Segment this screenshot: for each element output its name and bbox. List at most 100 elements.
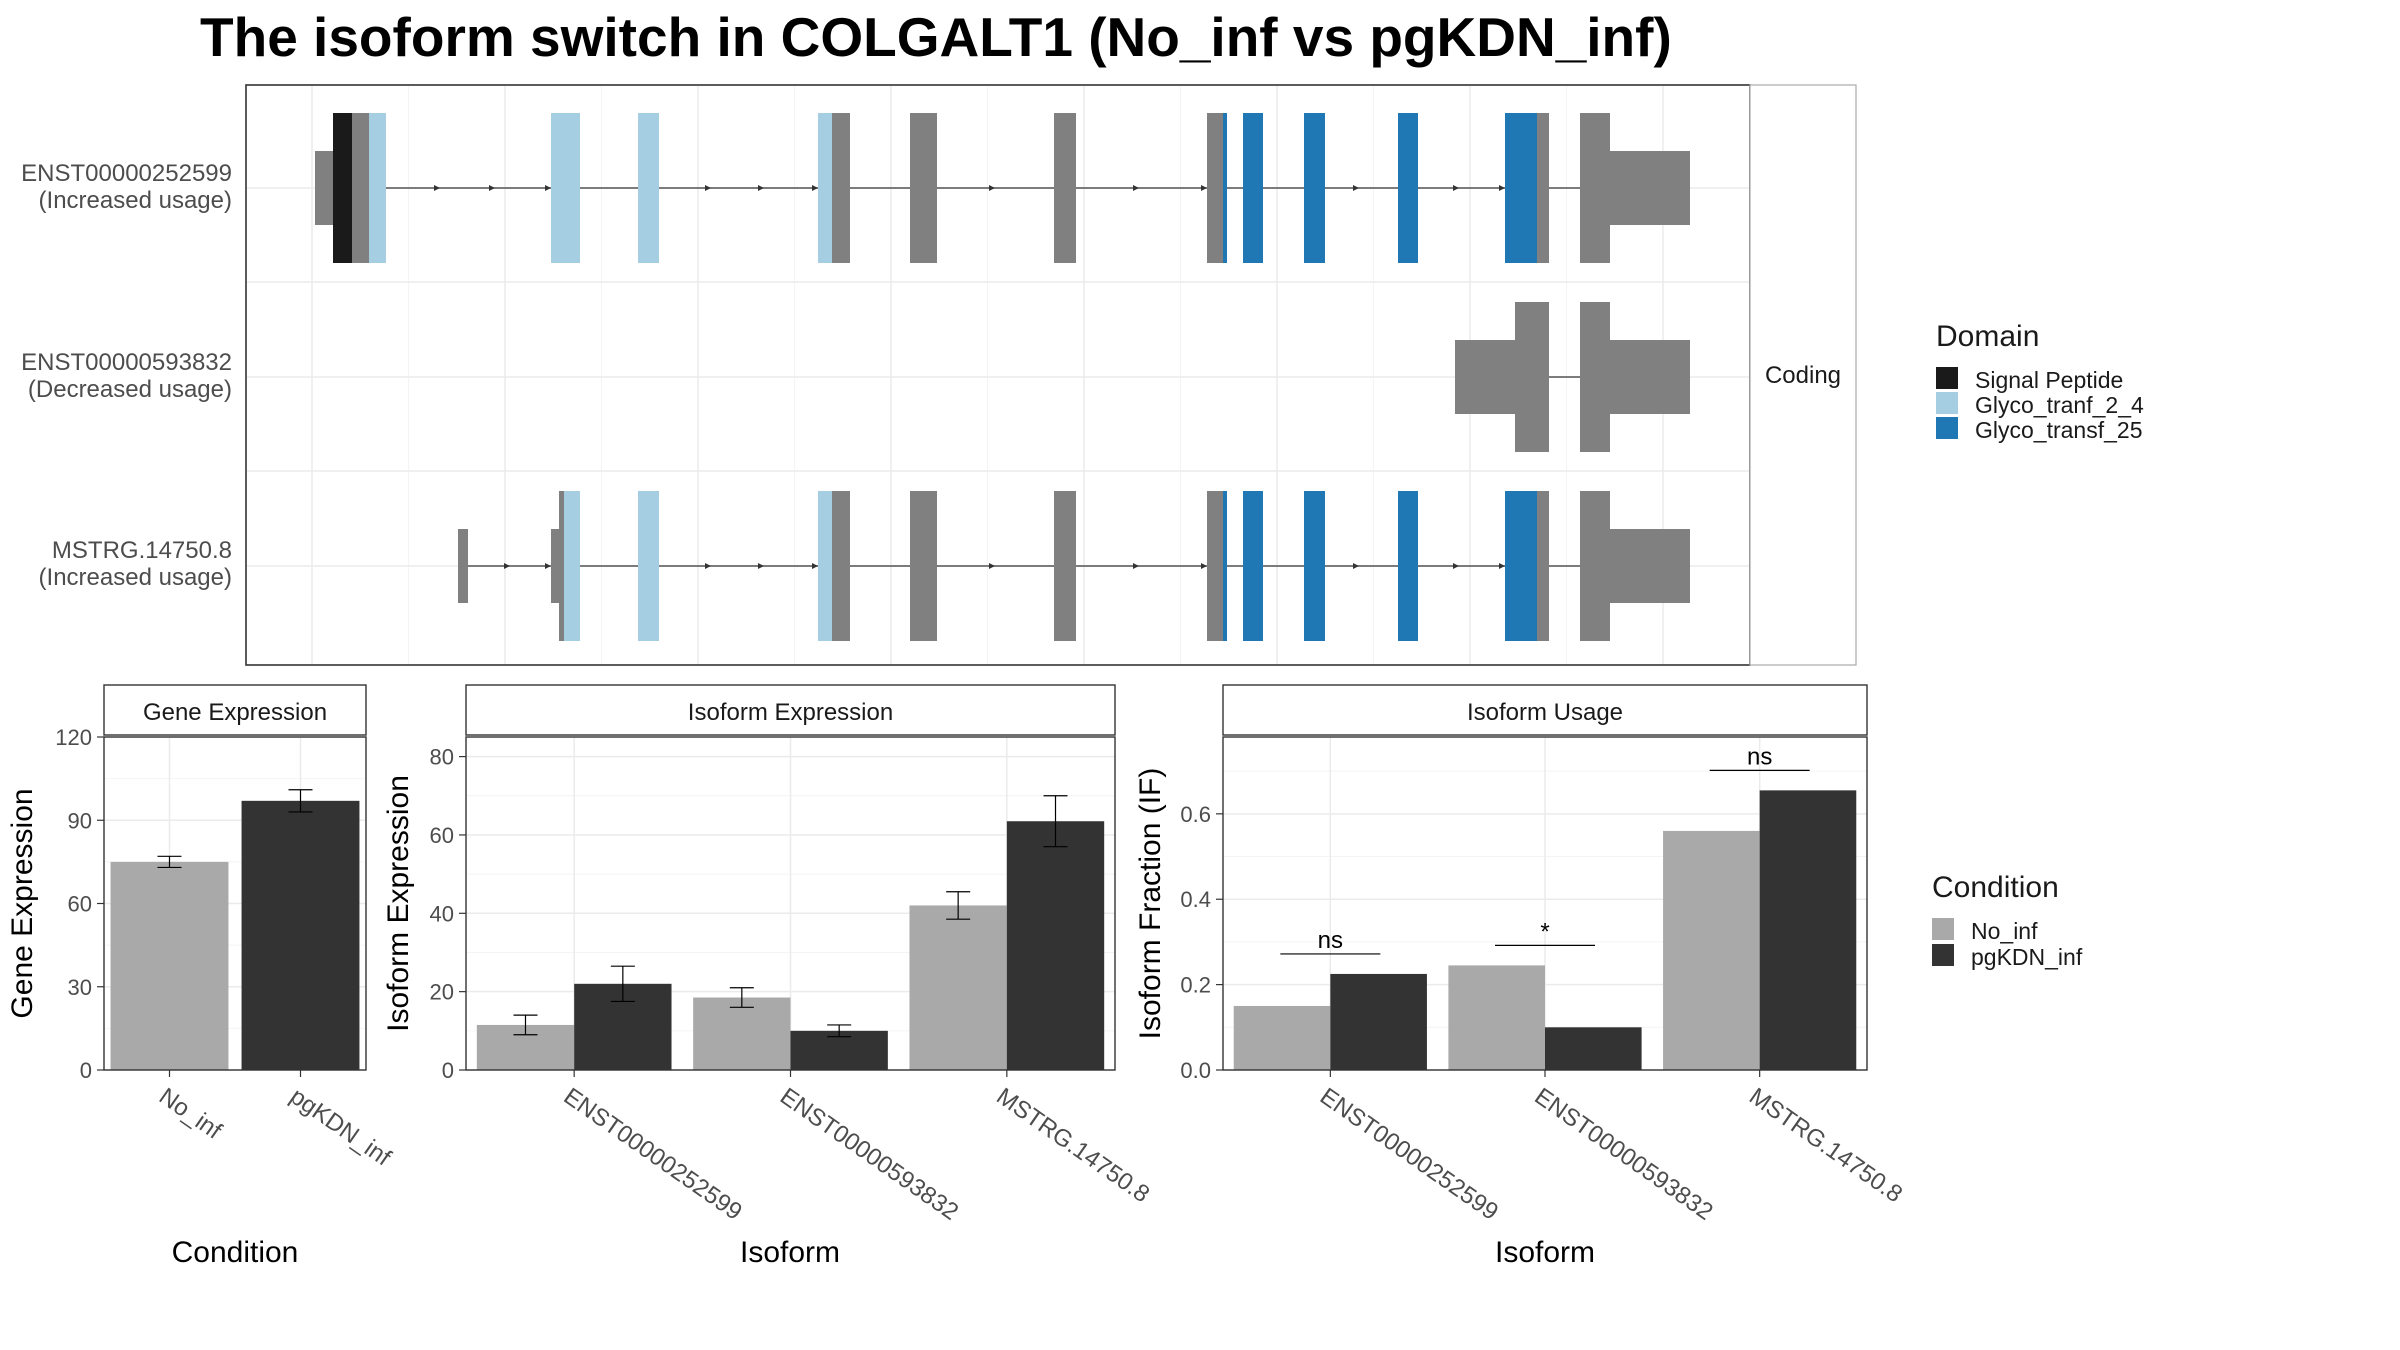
strand-arrow bbox=[989, 185, 995, 191]
strand-arrow bbox=[758, 185, 764, 191]
strip-label: Isoform Expression bbox=[688, 699, 893, 726]
exon-block bbox=[638, 491, 659, 641]
exon-block bbox=[369, 113, 386, 263]
exon-block bbox=[1243, 491, 1263, 641]
plot-area bbox=[465, 736, 1116, 1071]
significance-marker: ns bbox=[1280, 927, 1381, 955]
exon-block bbox=[352, 113, 369, 263]
bar bbox=[1545, 1027, 1642, 1070]
chart-panel: Isoform Expression 0 20 40 60 80 ENST000002525… bbox=[382, 684, 1154, 1269]
strand-arrow bbox=[705, 185, 711, 191]
bar bbox=[693, 997, 791, 1070]
chart-panel: Gene Expression 0 30 60 90 120 No_inf pgKDN_inf… bbox=[6, 684, 396, 1269]
strand-arrow bbox=[1133, 185, 1139, 191]
isoform-label-status: (Decreased usage) bbox=[28, 376, 232, 403]
strand-arrow bbox=[434, 185, 440, 191]
error-bar bbox=[1043, 795, 1068, 848]
structure-shapes bbox=[315, 113, 1690, 641]
isoform-label-id: ENST00000593832 bbox=[21, 349, 232, 376]
exon-block bbox=[1304, 113, 1325, 263]
y-tick-label: 0 bbox=[442, 1058, 454, 1083]
exon-block bbox=[1580, 302, 1610, 452]
significance-marker: * bbox=[1495, 918, 1595, 947]
exon-block bbox=[832, 113, 850, 263]
bar bbox=[1233, 1005, 1331, 1070]
strip-box bbox=[1222, 684, 1868, 736]
exon-block bbox=[1580, 491, 1610, 641]
domain-legend-swatch bbox=[1936, 392, 1958, 414]
y-tick-label: 30 bbox=[68, 975, 92, 1000]
x-tick-label: MSTRG.14750.8 bbox=[991, 1083, 1154, 1208]
isoform-label-id: ENST00000252599 bbox=[21, 160, 232, 187]
facet-strip bbox=[1749, 84, 1857, 666]
exon-block bbox=[1207, 491, 1223, 641]
plot-area bbox=[103, 736, 367, 1071]
isoform-label-id: MSTRG.14750.8 bbox=[52, 537, 232, 564]
y-tick-label: 80 bbox=[430, 745, 454, 770]
y-tick-label: 90 bbox=[68, 808, 92, 833]
condition-legend-title: Condition bbox=[1932, 871, 2059, 904]
condition-legend-swatch bbox=[1932, 918, 1954, 940]
strand-arrow bbox=[489, 185, 495, 191]
x-tick-label: ENST00000593832 bbox=[775, 1083, 963, 1226]
significance-label: ns bbox=[1318, 927, 1343, 954]
domain-legend-swatch bbox=[1936, 417, 1958, 439]
strand-arrow bbox=[1133, 563, 1139, 569]
y-tick-label: 40 bbox=[430, 901, 454, 926]
domain-legend: Domain Signal Peptide Glyco_tranf_2_4 Gl… bbox=[1936, 320, 2144, 443]
x-tick-label: ENST00000252599 bbox=[1315, 1083, 1503, 1226]
exon-block bbox=[1223, 113, 1227, 263]
strand-arrow bbox=[812, 563, 818, 569]
plot-area: ns * ns bbox=[1222, 736, 1868, 1071]
strand-arrow bbox=[1453, 563, 1459, 569]
bar bbox=[1663, 830, 1760, 1070]
strand-arrow bbox=[1201, 563, 1207, 569]
exon-block bbox=[1054, 491, 1076, 641]
exon-block bbox=[1580, 113, 1610, 263]
condition-legend-label: pgKDN_inf bbox=[1971, 944, 2083, 970]
exon-block bbox=[910, 113, 937, 263]
strand-arrow bbox=[1201, 185, 1207, 191]
exon-block bbox=[1054, 113, 1076, 263]
exon-block bbox=[551, 113, 580, 263]
exon-block bbox=[818, 491, 832, 641]
condition-legend: Condition No_inf pgKDN_inf bbox=[1932, 871, 2083, 970]
y-tick-label: 120 bbox=[55, 725, 92, 750]
strand-arrow bbox=[705, 563, 711, 569]
error-bar bbox=[288, 789, 313, 813]
error-bar bbox=[827, 1024, 852, 1038]
bar bbox=[1759, 790, 1857, 1070]
error-bar bbox=[946, 891, 971, 920]
bar bbox=[909, 905, 1007, 1070]
bar-charts: Gene Expression 0 30 60 90 120 No_inf pgKDN_inf… bbox=[6, 684, 1907, 1269]
domain-legend-title: Domain bbox=[1936, 320, 2039, 353]
exon-block bbox=[551, 529, 560, 603]
exon-block bbox=[1455, 340, 1515, 414]
exon-block bbox=[1243, 113, 1263, 263]
exon-block bbox=[1398, 113, 1418, 263]
y-tick-label: 60 bbox=[430, 823, 454, 848]
bar bbox=[110, 861, 229, 1070]
strand-arrow bbox=[1499, 563, 1505, 569]
exon-block bbox=[333, 113, 352, 263]
x-tick-label: ENST00000252599 bbox=[559, 1083, 747, 1226]
strand-arrow bbox=[1453, 185, 1459, 191]
domain-legend-swatch bbox=[1936, 367, 1958, 389]
error-bar bbox=[610, 965, 635, 1003]
x-tick-label: ENST00000593832 bbox=[1530, 1083, 1718, 1226]
exon-block bbox=[832, 491, 850, 641]
y-tick-label: 0.6 bbox=[1180, 802, 1211, 827]
strip-box bbox=[103, 684, 367, 736]
exon-block bbox=[818, 113, 832, 263]
exon-block bbox=[1304, 491, 1325, 641]
x-tick-label: MSTRG.14750.8 bbox=[1744, 1083, 1907, 1208]
bar bbox=[790, 1030, 888, 1070]
exon-block bbox=[564, 491, 580, 641]
figure-title: The isoform switch in COLGALT1 (No_inf v… bbox=[200, 6, 1672, 68]
domain-legend-label: Signal Peptide bbox=[1975, 367, 2123, 393]
strand-arrow bbox=[1353, 563, 1359, 569]
strand-arrow bbox=[504, 563, 510, 569]
exon-block bbox=[1537, 113, 1549, 263]
condition-legend-swatch bbox=[1932, 944, 1954, 966]
